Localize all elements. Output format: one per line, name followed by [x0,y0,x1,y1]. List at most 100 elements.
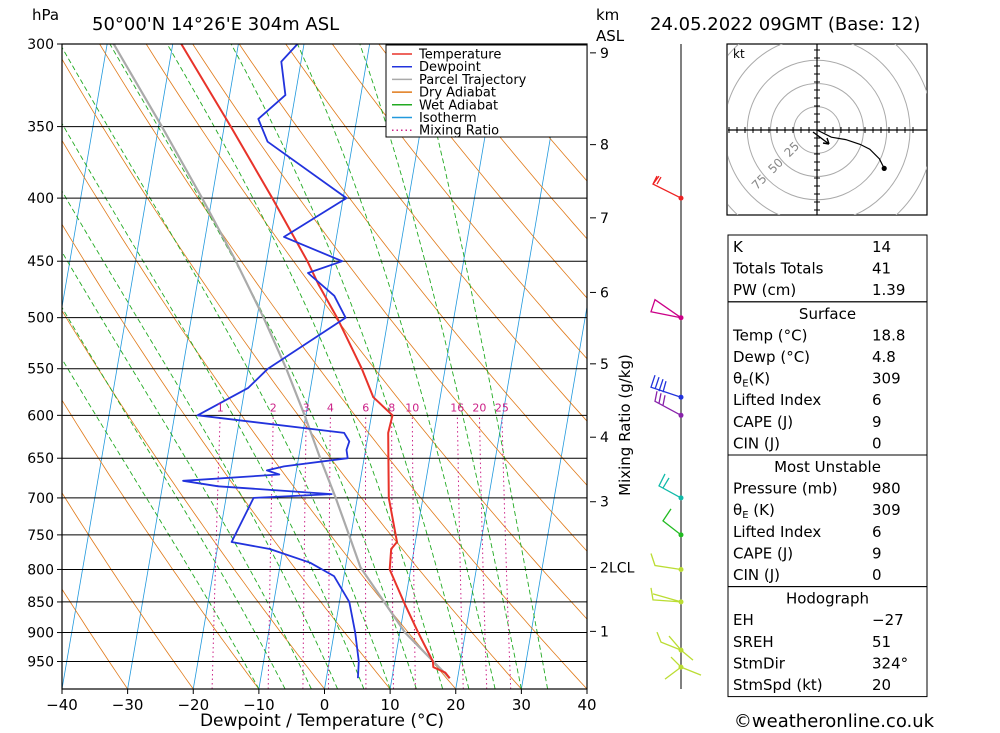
height-tick-label: 2 [600,560,609,576]
legend-entry: Dry Adiabat [419,86,496,101]
table-row-label: StmDir [733,654,786,672]
wind-barb [650,374,684,400]
mixing-ratio-line [411,415,416,689]
isotherm-line [62,44,108,310]
dry-adiabat-line [285,44,587,422]
wind-barb [662,508,684,538]
mixing-ratio-line [328,415,331,689]
table-row-value: 324° [872,654,908,672]
dewpoint-line [182,44,360,679]
temperature-tick-label: −30 [112,696,144,714]
table-row-label: Totals Totals [732,260,824,278]
mixing-ratio-line [211,415,221,689]
table-row-label: θE(K) [733,370,770,390]
pressure-tick-label: 300 [27,37,54,53]
wet-adiabat-line [62,122,365,689]
mixing-ratio-label: 8 [388,401,395,414]
legend-entry: Parcel Trajectory [419,73,527,88]
wind-barb [664,656,702,680]
table-row-value: 6 [872,523,882,541]
height-tick-label: 4 [600,430,609,446]
table-row-label: CIN (J) [733,566,780,584]
isotherm-line [389,44,502,689]
mixing-ratio-label: 4 [327,401,334,414]
table-row-label: StmSpd (kt) [733,676,823,694]
copyright-credit: ©weatheronline.co.uk [734,711,935,732]
pressure-tick-label: 950 [27,655,54,671]
table-row-label: PW (cm) [733,281,796,299]
temperature-tick-labels: −40 −30 −20 −10 0 10 20 30 40 [46,689,597,714]
table-row-label: SREH [733,633,774,651]
height-tick-label: 6 [600,285,609,301]
wet-adiabat-line [230,44,470,689]
pressure-tick-label: 350 [27,120,54,136]
table-row-label: Lifted Index [733,391,821,409]
pressure-tick-label: 450 [27,254,54,270]
km-label: km [596,6,619,24]
table-row-value: 9 [872,544,882,562]
table-section-title: Most Unstable [774,458,881,476]
legend-entry: Wet Adiabat [419,98,498,113]
wind-barb [654,391,684,418]
pressure-tick-label: 400 [27,191,54,207]
legend-entry: Dewpoint [419,60,481,75]
isotherm-line [455,44,567,689]
wind-barb [650,587,684,605]
table-row-label: Temp (°C) [732,326,807,344]
isotherm-line [520,304,587,689]
plot-frame [61,43,588,690]
temperature-tick-label: −10 [243,696,275,714]
table-section-title: Surface [799,305,856,323]
wet-adiabat-line [166,44,444,689]
datetime: 24.05.2022 09GMT (Base: 12) [650,14,920,35]
table-row-label: CAPE (J) [733,544,793,562]
pressure-tick-label: 700 [27,491,54,507]
height-tick-label: 3 [600,495,609,511]
height-tick-label: 7 [600,211,609,227]
table-row-label: CAPE (J) [733,413,793,431]
dry-adiabat-line [378,44,587,299]
x-axis-label: Dewpoint / Temperature (°C) [200,711,444,731]
table-row-value: 309 [872,501,901,519]
temperature-tick-label: 10 [381,696,400,714]
table-row-value: 51 [872,633,891,651]
profile-lines [112,44,451,679]
wet-adiabat-line [109,44,417,689]
table-row-value: 0 [872,566,882,584]
height-scale: 9 8 7 6 5 4 3 2 1 LCL [590,46,635,640]
wet-adiabat-line [62,46,391,689]
temperature-tick-label: 20 [446,696,465,714]
hpa-label: hPa [32,6,59,24]
mixing-ratio-line [501,415,512,689]
legend-entry: Isotherm [419,111,477,126]
table-row-value: 4.8 [872,348,896,366]
mixing-ratio-line [478,415,488,689]
dry-adiabat-line [331,44,587,360]
wind-barb [656,631,694,661]
dry-adiabat-line [62,139,457,689]
temperature-tick-label: −20 [177,696,209,714]
legend-entry: Temperature [418,48,501,63]
table-row-label: K [733,238,744,256]
mixing-ratio-label: 16 [450,401,464,414]
wind-barb [652,175,684,201]
mixing-ratio-label: 10 [405,401,419,414]
indices-table: K 14 Totals Totals 41 PW (cm) 1.39 Surface Temp… [727,234,928,698]
table-row-label: CIN (J) [733,434,780,452]
table-row-value: 1.39 [872,281,905,299]
dry-adiabat-line [62,492,194,689]
mixing-ratio-label: 3 [303,401,310,414]
wind-barb [650,553,684,572]
temperature-tick-label: −40 [46,696,78,714]
hodograph-end-point [881,165,887,171]
dry-adiabat-line [62,588,128,689]
hodograph-unit: kt [733,47,745,61]
dry-adiabat-line [238,44,587,486]
pressure-tick-labels: 300 350 400 450 500 550 600 650 700 750 800 850 900 9… [27,37,62,671]
pressure-tick-label: 650 [27,451,54,467]
storm-motion-arrow [812,131,830,145]
mixing-ratio-label: 2 [270,401,277,414]
